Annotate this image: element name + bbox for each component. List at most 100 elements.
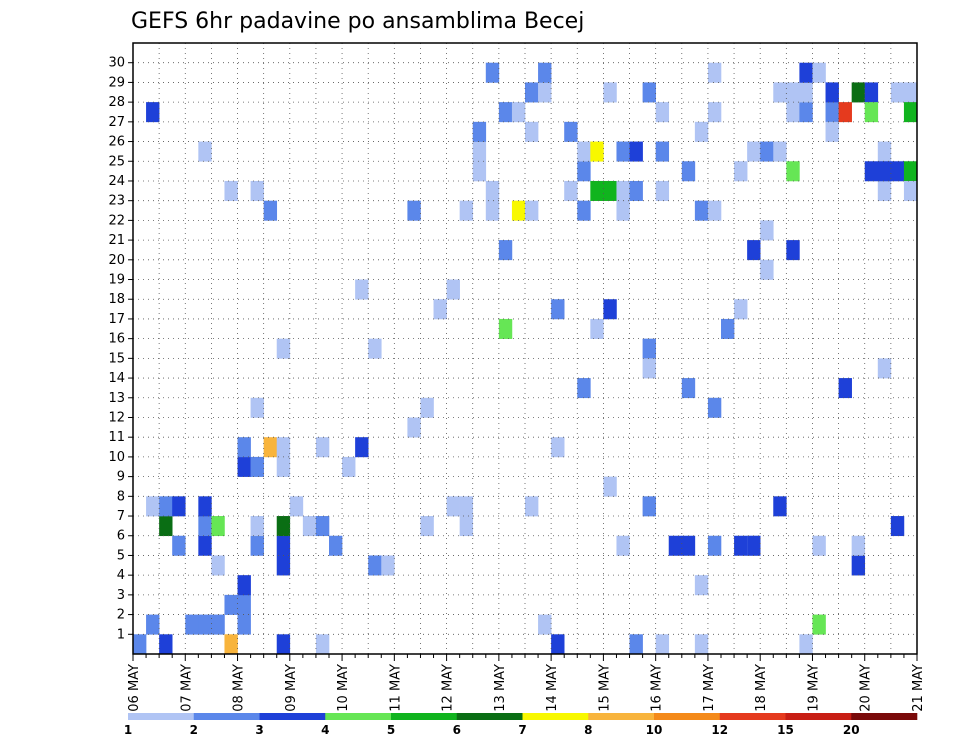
heatmap-cell [224, 634, 238, 655]
heatmap-cell [551, 299, 565, 320]
heatmap-cell [133, 634, 147, 655]
heatmap-cell [159, 516, 173, 537]
y-tick-label: 3 [117, 588, 125, 603]
colorbar-swatch [522, 713, 589, 720]
heatmap-cell [655, 102, 670, 123]
heatmap-cell [864, 161, 879, 182]
y-tick-label: 20 [108, 253, 125, 268]
colorbar-swatch [654, 713, 721, 720]
heatmap-cell [773, 496, 787, 517]
heatmap-cell [211, 614, 225, 635]
heatmap-cell [276, 555, 291, 576]
y-tick-label: 2 [117, 608, 125, 623]
heatmap-cell [629, 141, 643, 162]
colorbar-swatch [851, 713, 918, 720]
heatmap-cell [250, 516, 264, 537]
y-tick-label: 29 [108, 75, 125, 90]
heatmap-cell [146, 102, 160, 123]
heatmap-cell [616, 180, 630, 201]
heatmap-cell [368, 555, 382, 576]
colorbar-label: 1 [124, 723, 132, 737]
heatmap-cell [237, 575, 251, 596]
heatmap-cell [877, 141, 892, 162]
heatmap-cell [747, 141, 761, 162]
y-tick-label: 24 [108, 174, 125, 189]
heatmap-cell [734, 299, 748, 320]
heatmap-cell [525, 496, 539, 517]
heatmap-cell [420, 397, 434, 418]
y-tick-label: 27 [108, 115, 125, 130]
colorbar-label: 10 [646, 723, 663, 737]
y-tick-label: 16 [108, 332, 125, 347]
colorbar-label: 7 [518, 723, 526, 737]
heatmap-cell [172, 496, 186, 517]
heatmap-cell [237, 594, 251, 615]
y-tick-label: 8 [117, 489, 125, 504]
heatmap-cell [577, 378, 591, 399]
heatmap-cell [851, 535, 866, 556]
heatmap-cell [498, 318, 513, 339]
y-tick-label: 22 [108, 213, 125, 228]
y-tick-label: 5 [117, 548, 125, 563]
x-tick-label: 07 MAY [179, 664, 194, 712]
chart-title: GEFS 6hr padavine po ansamblima Becej [131, 9, 584, 34]
y-tick-label: 12 [108, 410, 125, 425]
heatmap-cell [799, 82, 813, 103]
heatmap-cell [381, 555, 395, 576]
heatmap-cell [237, 456, 251, 477]
colorbar-swatch [391, 713, 458, 720]
heatmap-cell [211, 516, 225, 537]
heatmap-cell [355, 437, 369, 458]
heatmap-cell [812, 535, 826, 556]
heatmap-cell [511, 200, 526, 221]
heatmap-cell [551, 634, 565, 655]
heatmap-cell [773, 141, 787, 162]
heatmap-cell [812, 614, 826, 635]
heatmap-cell [773, 82, 787, 103]
heatmap-cell [903, 102, 918, 123]
heatmap-cell [799, 102, 813, 123]
heatmap-cell [812, 62, 826, 83]
heatmap-cell [159, 634, 173, 655]
heatmap-cell [603, 299, 617, 320]
colorbar: 1 2 3 4 5 6 7 8 10 12 15 20 [124, 713, 918, 737]
heatmap-cell [577, 200, 591, 221]
y-tick-label: 28 [108, 95, 125, 110]
heatmap-cell [590, 141, 604, 162]
colorbar-swatch [785, 713, 852, 720]
x-tick-label: 15 MAY [597, 664, 612, 712]
heatmap-cell [211, 555, 225, 576]
heatmap-cell [420, 516, 434, 537]
colorbar-label: 2 [190, 723, 198, 737]
heatmap-cell [877, 180, 892, 201]
heatmap-cell [642, 338, 656, 359]
heatmap-cell [198, 535, 212, 556]
heatmap-cell [864, 102, 879, 123]
x-tick-label: 16 MAY [650, 664, 665, 712]
heatmap-cell [707, 397, 722, 418]
y-tick-label: 4 [117, 568, 125, 583]
heatmap-cell [825, 102, 839, 123]
colorbar-label: 12 [711, 723, 728, 737]
heatmap-cell [655, 180, 670, 201]
y-tick-label: 26 [108, 135, 125, 150]
heatmap-cell [472, 161, 487, 182]
y-tick-label: 17 [108, 312, 125, 327]
heatmap-cell [146, 614, 160, 635]
heatmap-cell [276, 437, 291, 458]
heatmap-cell [564, 121, 578, 142]
y-tick-label: 9 [117, 470, 125, 485]
heatmap-cell [616, 200, 630, 221]
heatmap-cell [538, 82, 552, 103]
x-tick-label: 20 MAY [859, 664, 874, 712]
heatmap-cell [629, 634, 643, 655]
heatmap-cell [707, 535, 722, 556]
heatmap-cell [159, 496, 173, 517]
x-tick-label: 17 MAY [702, 664, 717, 712]
heatmap-cell [446, 279, 460, 300]
colorbar-swatch [193, 713, 260, 720]
heatmap-cell [459, 516, 474, 537]
heatmap-cell [472, 141, 487, 162]
heatmap-cell [538, 62, 552, 83]
heatmap-cell [198, 614, 212, 635]
